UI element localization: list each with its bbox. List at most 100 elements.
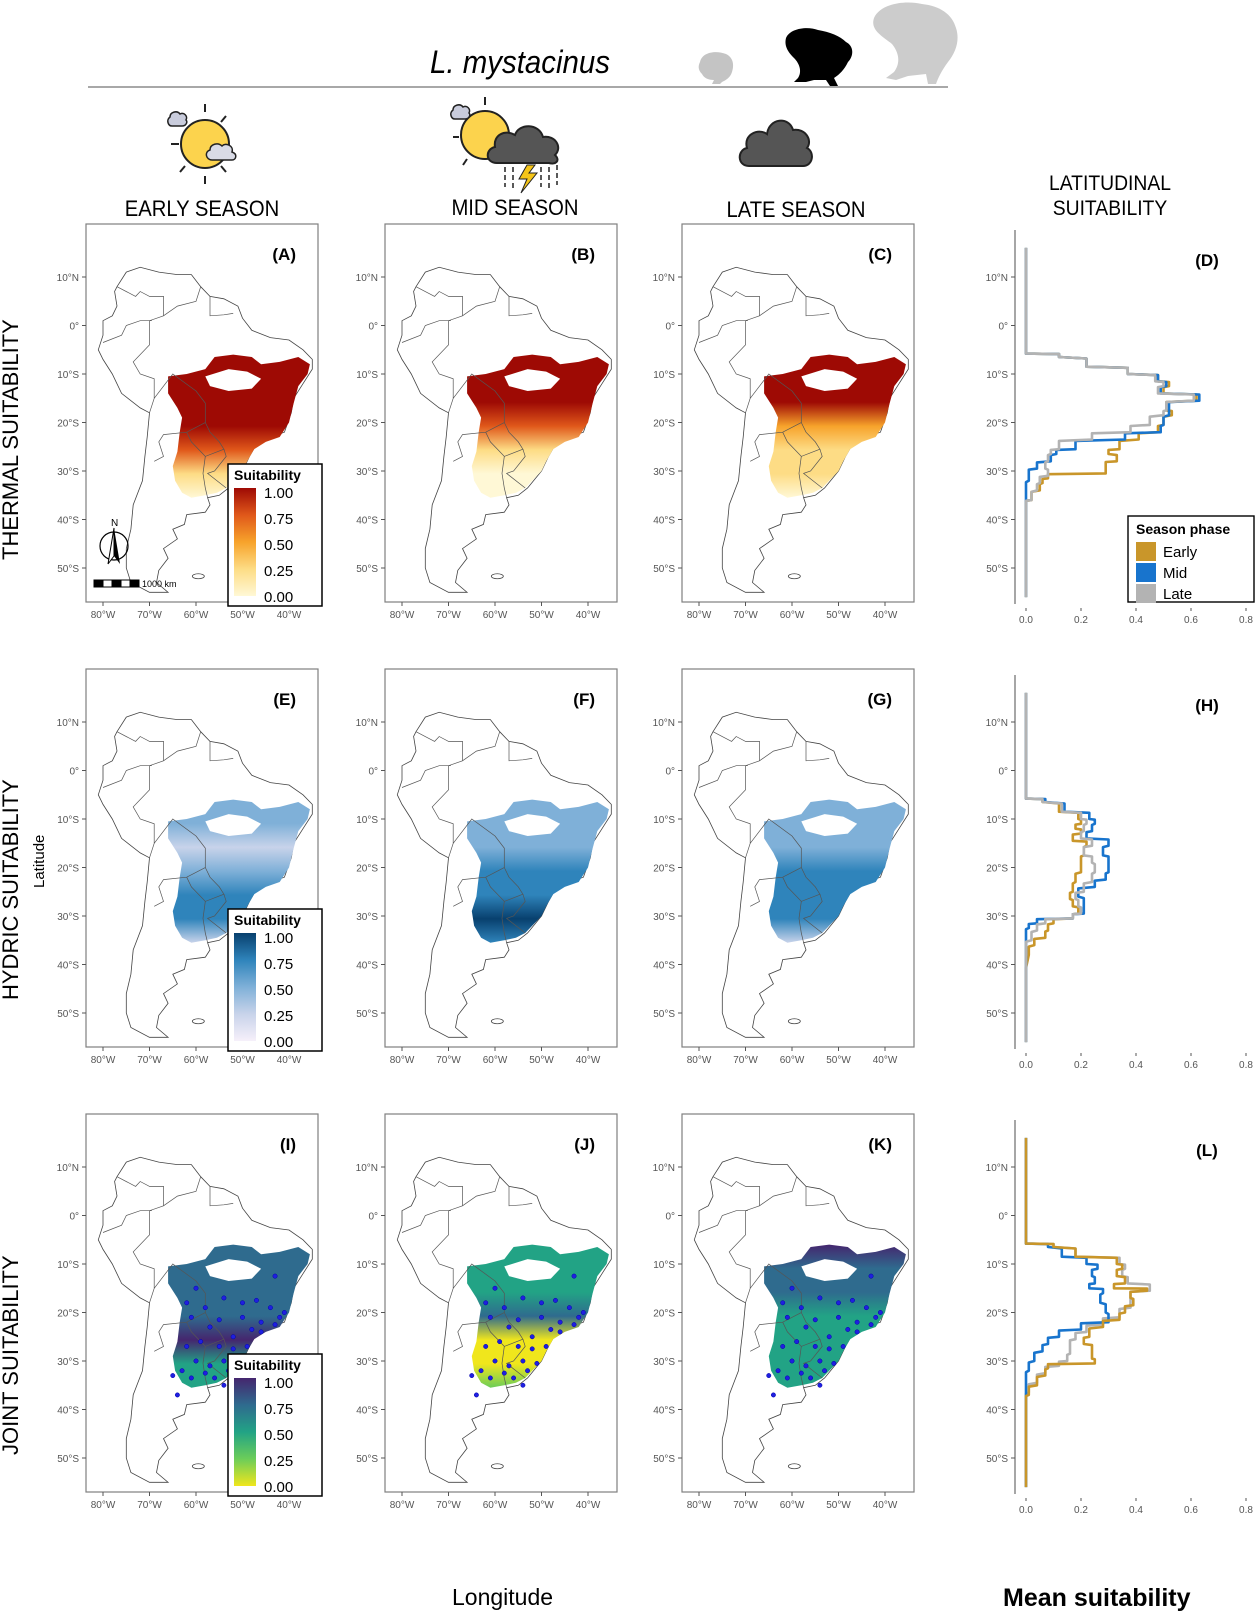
occurrence-point [831, 1360, 837, 1366]
lon-tick-label: 50°W [529, 1055, 554, 1066]
occurrence-point [216, 1344, 222, 1349]
lat-tick-label: 20°S [57, 419, 79, 430]
lon-tick-label: 80°W [390, 610, 415, 621]
lon-tick-label: 70°W [733, 1500, 758, 1511]
x-tick-label: 0.8 [1239, 1060, 1253, 1071]
occurrence-point [216, 1317, 222, 1323]
occurrence-point [184, 1344, 190, 1349]
lat-tick-label: 30°S [986, 912, 1008, 923]
occurrence-point [487, 1314, 493, 1320]
country-border [698, 1210, 748, 1233]
longitude-axis-title: Longitude [452, 1584, 554, 1610]
country-border [508, 296, 533, 317]
legend-label-early: Early [1163, 544, 1198, 561]
series-line-early [1024, 1137, 1149, 1488]
country-border [802, 449, 823, 489]
lon-tick-label: 80°W [91, 610, 116, 621]
country-border [202, 1346, 208, 1388]
lon-tick-label: 60°W [483, 1500, 508, 1511]
legend-colorbar [234, 1378, 256, 1486]
x-tick-label: 0.8 [1239, 1505, 1253, 1516]
lat-tick-label: 30°S [57, 912, 79, 923]
occurrence-point [580, 1310, 586, 1315]
occurrence-point [207, 1363, 213, 1369]
occurrence-point [202, 1305, 208, 1311]
legend-tick-label: 1.00 [264, 930, 293, 947]
lon-tick-label: 70°W [137, 1500, 162, 1511]
occurrence-point [840, 1344, 846, 1349]
country-border [501, 1346, 507, 1388]
lat-tick-label: 50°S [57, 1454, 79, 1465]
lat-tick-label: 10°N [653, 1163, 675, 1174]
occurrence-point [188, 1375, 194, 1381]
country-border [749, 1263, 802, 1352]
legend-tick-label: 0.75 [264, 511, 293, 528]
country-border [798, 456, 804, 498]
lat-tick-label: 0° [368, 1212, 378, 1223]
series-line-late [1024, 1137, 1152, 1488]
panel-label-C: (C) [868, 245, 892, 264]
falklands-outline [787, 1018, 801, 1025]
column-title-mid: MID SEASON [451, 195, 579, 220]
map-panel-B: (B) 10°N 0° 10°S 20°S 30°S 40°S 50°S 80°W 70°W 60°… [356, 223, 618, 621]
occurrence-point [539, 1300, 544, 1306]
legend-colorbar [234, 488, 256, 596]
lon-tick-label: 80°W [390, 1055, 415, 1066]
lat-tick-label: 0° [69, 1212, 79, 1223]
x-tick-label: 0.0 [1019, 1505, 1033, 1516]
panel-label-D: (D) [1195, 251, 1219, 270]
column-title-late: LATE SEASON [726, 197, 866, 222]
country-border [431, 1176, 501, 1303]
occurrence-point [798, 1370, 804, 1376]
country-border [452, 818, 505, 907]
raster-gap [504, 369, 561, 391]
suitability-raster [467, 354, 609, 498]
lon-tick-label: 40°W [277, 1055, 302, 1066]
occurrence-point [193, 1285, 199, 1291]
lat-tick-label: 20°S [986, 419, 1008, 430]
occurrence-point [492, 1285, 498, 1291]
country-border [712, 286, 760, 316]
lat-tick-label: 50°S [57, 564, 79, 575]
row-label-thermal: THERMAL SUITABILITY [0, 319, 23, 560]
country-border [802, 894, 823, 934]
lat-tick-label: 0° [69, 767, 79, 778]
occurrence-point [770, 1392, 776, 1398]
occurrence-point [543, 1344, 549, 1349]
frog-small-icon [698, 52, 734, 84]
country-border [116, 731, 164, 761]
lat-tick-label: 50°S [356, 564, 378, 575]
country-border [153, 1263, 206, 1352]
occurrence-point [539, 1314, 544, 1320]
lat-tick-label: 10°N [986, 273, 1008, 284]
legend-tick-label: 0.75 [264, 956, 293, 973]
country-border [698, 765, 748, 788]
series-line-late [1024, 247, 1196, 598]
falklands-outline [490, 1463, 504, 1470]
legend-tick-label: 0.00 [264, 589, 293, 606]
lat-tick-label: 20°S [356, 1309, 378, 1320]
lon-tick-label: 70°W [436, 610, 461, 621]
lat-tick-label: 0° [665, 1212, 675, 1223]
falklands-outline [787, 1463, 801, 1470]
occurrence-point [506, 1324, 512, 1330]
occurrence-point [221, 1382, 227, 1388]
lat-tick-label: 10°S [986, 370, 1008, 381]
latitudinal-chart-D: 10°N 0° 10°S 20°S 30°S 40°S 50°S 0.0 0.2 0.4 0.6 0.… [986, 230, 1255, 626]
suitability-legend: Suitability 1.00 0.75 0.50 0.25 0.00 [227, 463, 323, 607]
lon-tick-label: 60°W [483, 1055, 508, 1066]
occurrence-point [868, 1273, 874, 1279]
country-border [415, 1176, 463, 1206]
legend-tick-label: 0.75 [264, 1401, 293, 1418]
panel-label-L: (L) [1196, 1141, 1218, 1160]
legend-swatch-mid [1136, 563, 1156, 582]
suitability-raster [764, 354, 906, 498]
occurrence-point [803, 1363, 809, 1369]
lat-tick-label: 30°S [356, 1357, 378, 1368]
occurrence-point [170, 1373, 176, 1378]
lat-tick-label: 40°S [986, 961, 1008, 972]
occurrence-point [854, 1319, 860, 1325]
occurrence-point [254, 1297, 259, 1303]
country-border [505, 449, 526, 489]
lon-tick-label: 40°W [873, 1055, 898, 1066]
